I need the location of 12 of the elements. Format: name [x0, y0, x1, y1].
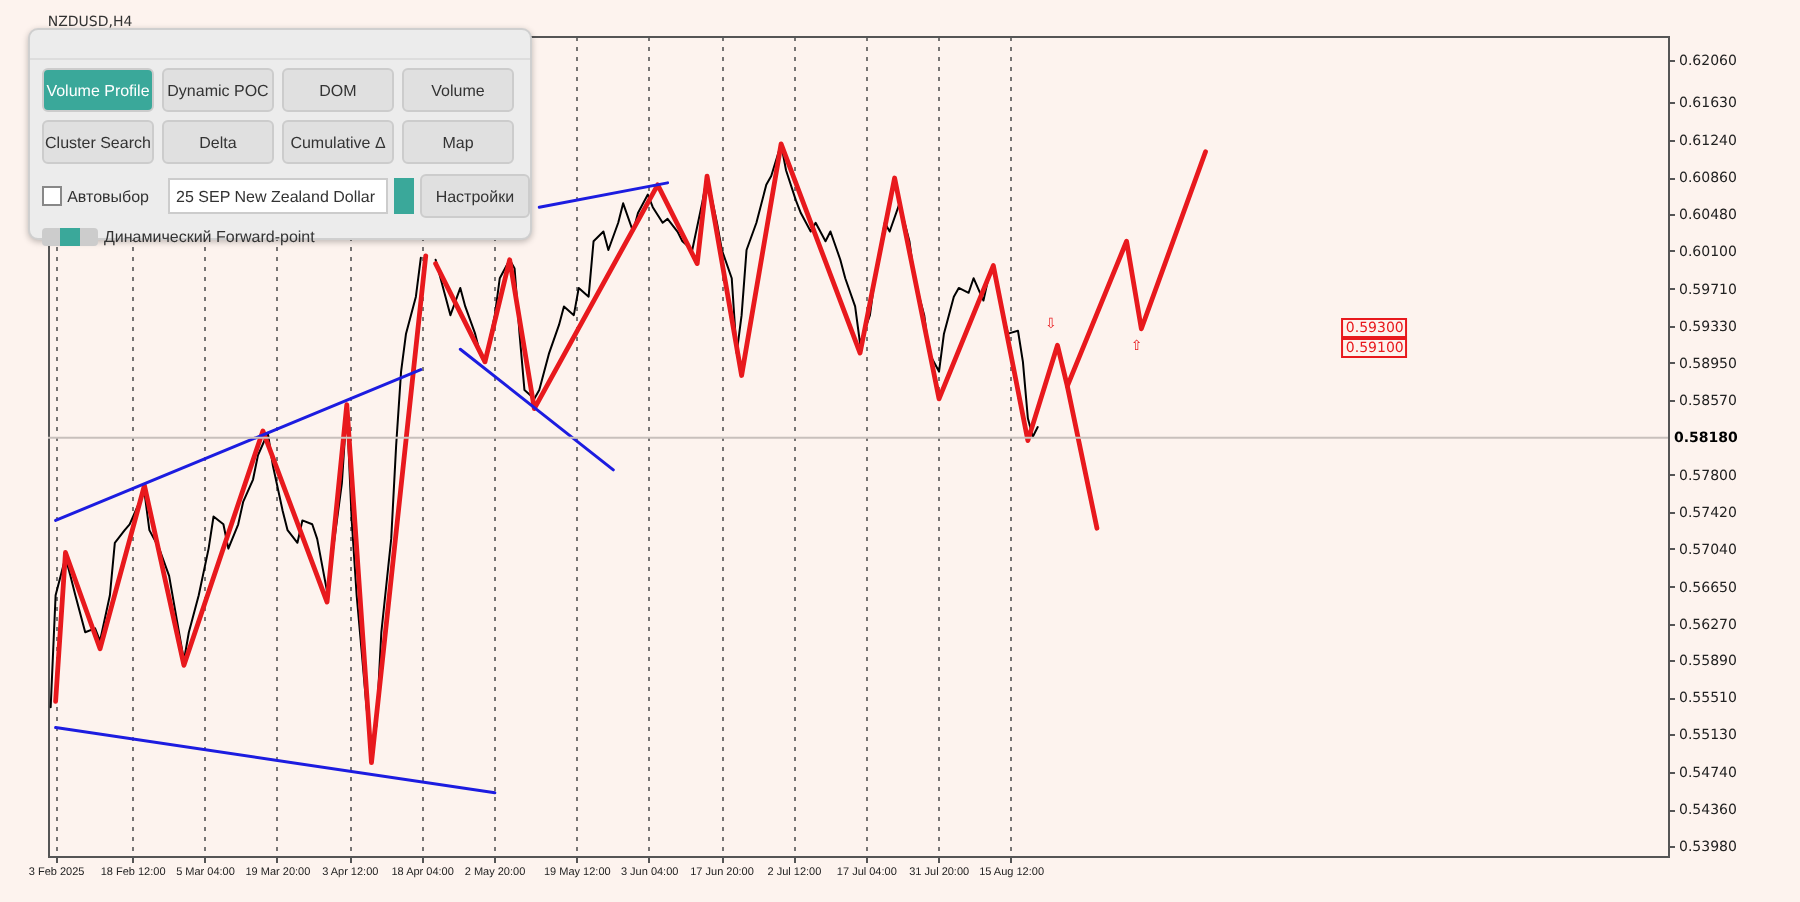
annotation: DOM: [282, 68, 394, 112]
annotation: Volume Profile: [42, 68, 154, 112]
annotation: Volume: [402, 68, 514, 112]
annotation: Cumulative Δ: [282, 120, 394, 164]
annotation: 25 SEP New Zealand Dollar: [168, 178, 389, 214]
annotation: Map: [402, 120, 514, 164]
annotation: Настройки: [419, 174, 530, 218]
annotation: Cluster Search: [42, 120, 154, 164]
annotation: Dynamic POC: [162, 68, 274, 112]
annotation: Delta: [162, 120, 274, 164]
annotation: Динамический Forward-point: [104, 228, 315, 246]
annotation: Автовыбор: [67, 187, 152, 205]
